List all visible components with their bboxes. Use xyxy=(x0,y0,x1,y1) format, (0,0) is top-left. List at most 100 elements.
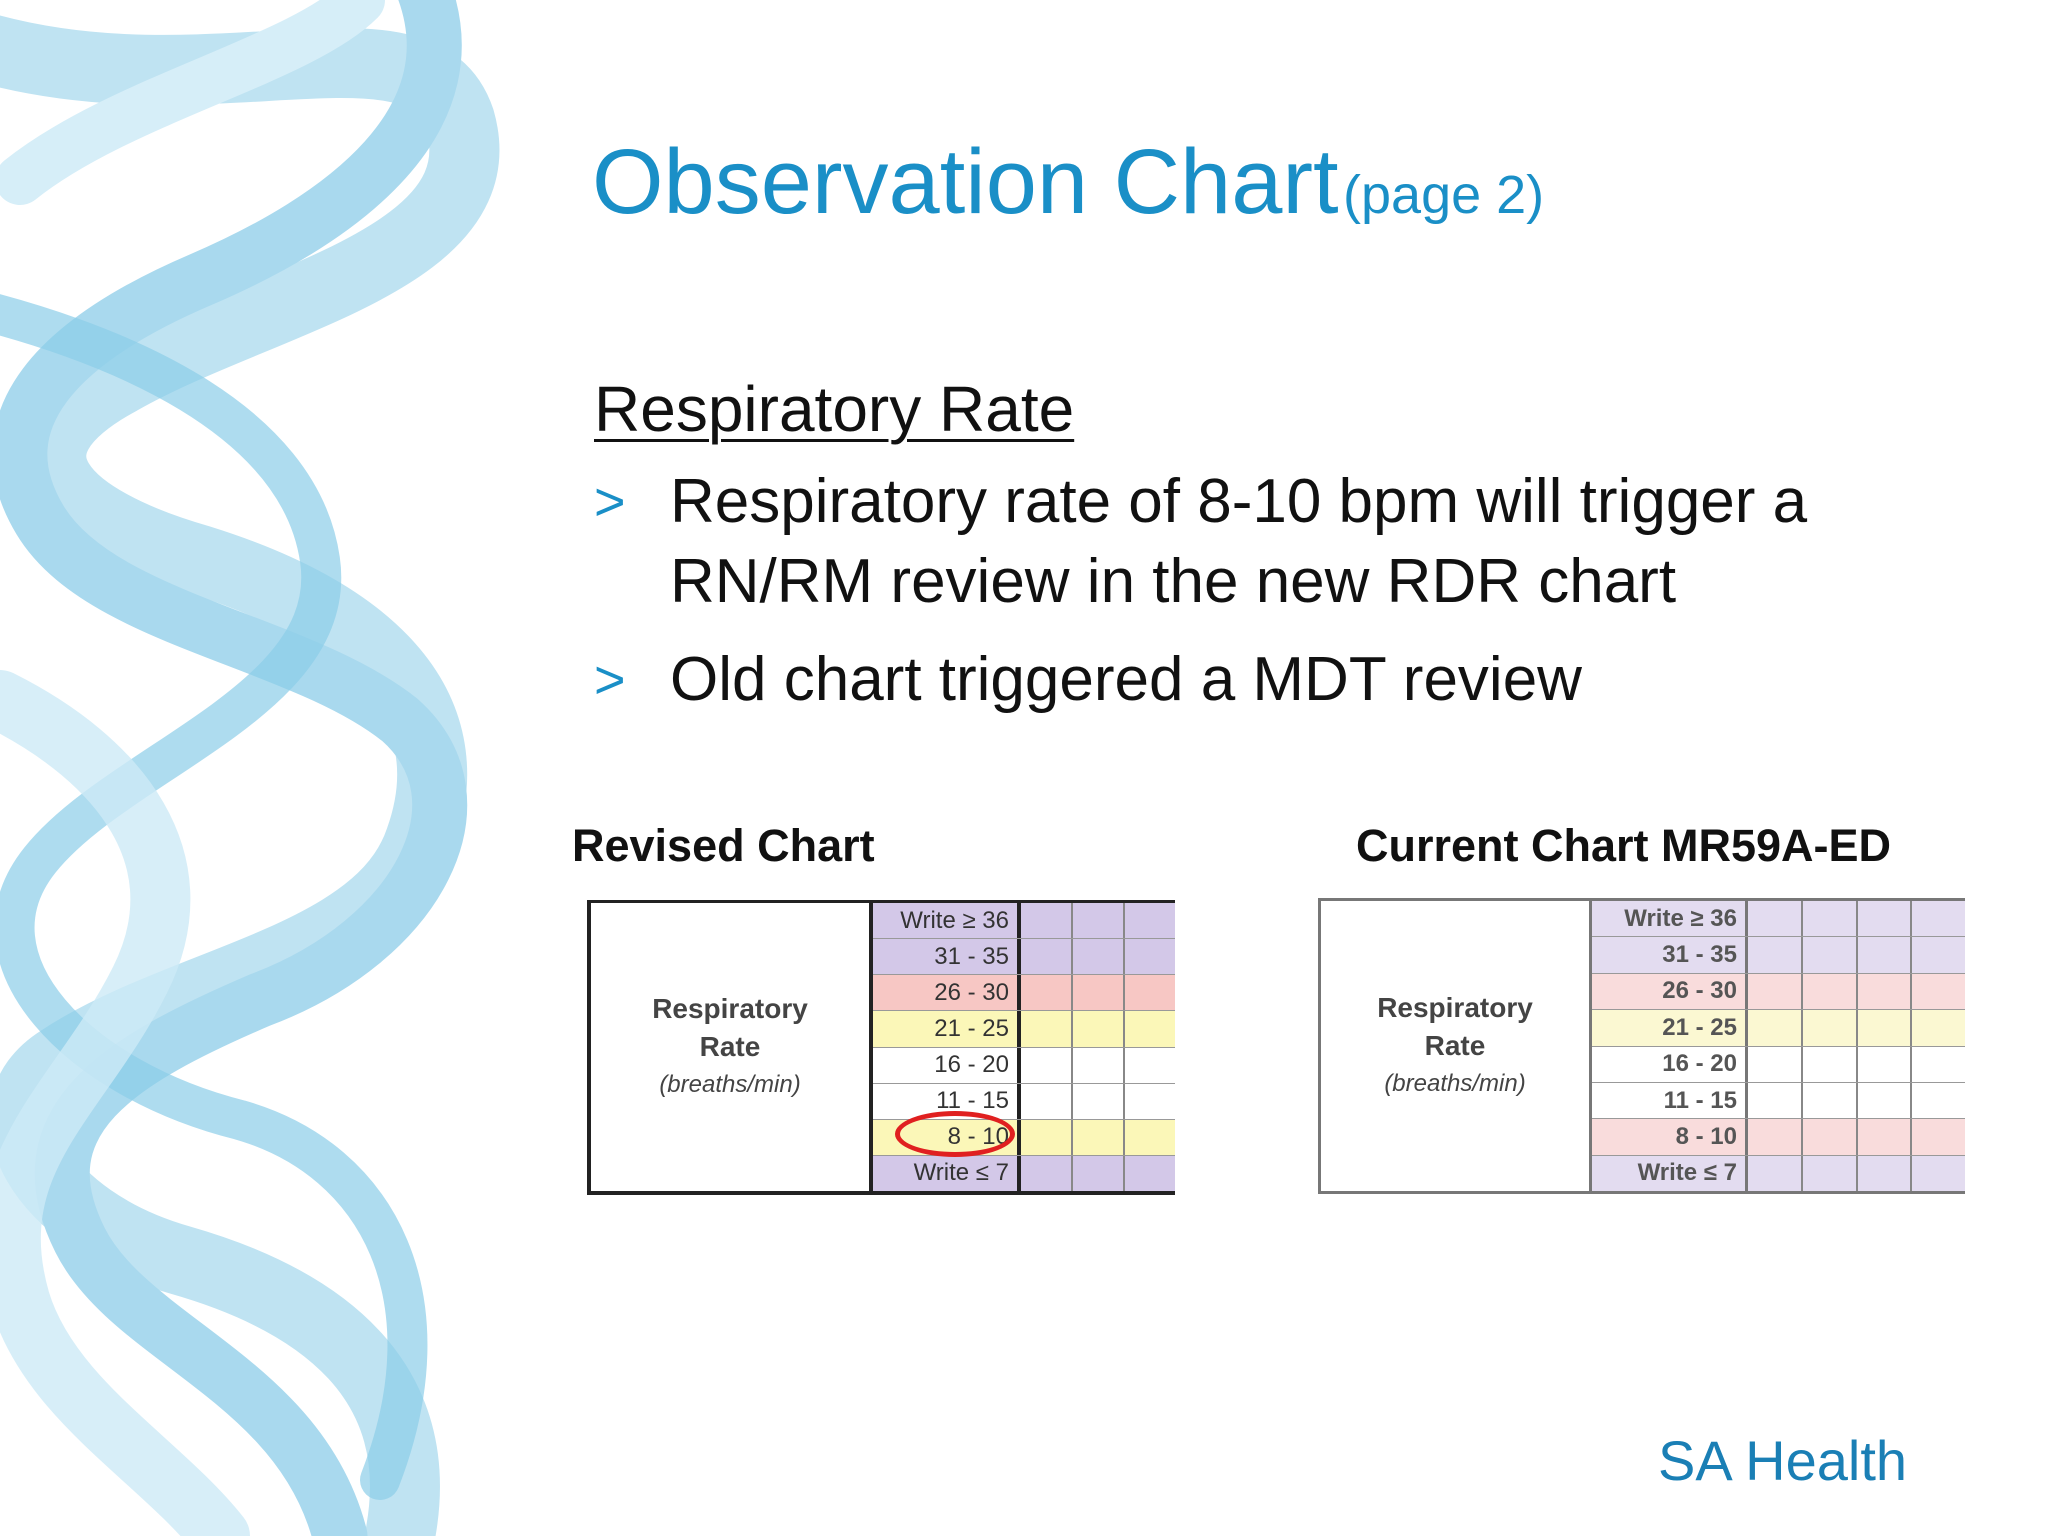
range-row: Write ≥ 36 xyxy=(873,903,1175,940)
observation-cell xyxy=(1912,1047,1965,1082)
sa-health-logo-text: SA Health xyxy=(1658,1429,1908,1492)
observation-cell xyxy=(1021,975,1073,1011)
label-units: (breaths/min) xyxy=(659,1071,801,1098)
observation-cell xyxy=(1858,1155,1913,1191)
revised-chart-caption: Revised Chart xyxy=(572,820,875,871)
section-heading: Respiratory Rate xyxy=(594,373,1075,445)
observation-cell xyxy=(1748,1119,1803,1155)
observation-cell xyxy=(1803,973,1858,1010)
observation-cell xyxy=(1748,937,1803,973)
respiratory-rate-label: Respiratory Rate (breaths/min) xyxy=(591,903,873,1191)
bullet-marker-icon: > xyxy=(594,650,626,710)
range-label: 8 - 10 xyxy=(1592,1119,1748,1155)
observation-cell xyxy=(1748,1046,1803,1082)
range-label: Write ≥ 36 xyxy=(873,903,1021,939)
observation-cell xyxy=(1125,1084,1175,1119)
observation-cell xyxy=(1125,1011,1175,1046)
observation-cell xyxy=(1748,1010,1803,1046)
observation-cell xyxy=(1021,939,1073,975)
range-row: 8 - 10 xyxy=(1592,1119,1965,1156)
observation-cell xyxy=(1125,1048,1175,1083)
observation-cell xyxy=(1912,901,1965,936)
observation-cell xyxy=(1073,1119,1125,1155)
title-main: Observation Chart xyxy=(592,131,1339,233)
observation-cell xyxy=(1912,1083,1965,1118)
range-label: 21 - 25 xyxy=(1592,1010,1748,1046)
highlight-circle xyxy=(895,1111,1015,1157)
observation-cell xyxy=(1073,1011,1125,1047)
range-label: 11 - 15 xyxy=(873,1083,1021,1119)
revised-chart-excerpt: Respiratory Rate (breaths/min) Write ≥ 3… xyxy=(587,900,1175,1195)
slide-title: Observation Chart (page 2) xyxy=(592,136,1544,228)
label-units: (breaths/min) xyxy=(1384,1070,1526,1097)
bullet-marker-icon: > xyxy=(594,472,626,532)
respiratory-rate-label: Respiratory Rate (breaths/min) xyxy=(1321,901,1592,1191)
observation-cell xyxy=(1803,1046,1858,1082)
range-label: Write ≥ 36 xyxy=(1592,901,1748,937)
range-row: Write ≥ 36 xyxy=(1592,901,1965,938)
range-row: 16 - 20 xyxy=(1592,1046,1965,1083)
observation-cell xyxy=(1073,939,1125,975)
observation-cell xyxy=(1021,1047,1073,1083)
bullet-text: Old chart triggered a MDT review xyxy=(670,645,1582,714)
observation-cell xyxy=(1912,974,1965,1009)
observation-cell xyxy=(1748,1155,1803,1191)
observation-cell xyxy=(1125,903,1175,938)
bullet-text: Respiratory rate of 8-10 bpm will trigge… xyxy=(670,467,1808,616)
range-row: 26 - 30 xyxy=(873,975,1175,1012)
observation-cell xyxy=(1858,1046,1913,1082)
current-chart-excerpt: Respiratory Rate (breaths/min) Write ≥ 3… xyxy=(1318,898,1965,1194)
range-label: 16 - 20 xyxy=(873,1047,1021,1083)
range-row: 11 - 15 xyxy=(873,1083,1175,1120)
observation-cell xyxy=(1858,901,1913,937)
observation-cell xyxy=(1073,903,1125,939)
observation-cell xyxy=(1748,901,1803,937)
label-line: Rate xyxy=(699,1031,761,1062)
range-row: 31 - 35 xyxy=(873,939,1175,976)
observation-cell xyxy=(1858,1082,1913,1119)
observation-cell xyxy=(1748,973,1803,1010)
range-label: 26 - 30 xyxy=(1592,973,1748,1010)
bullet-list: > Respiratory rate of 8-10 bpm will trig… xyxy=(594,462,1994,738)
observation-cell xyxy=(1912,1119,1965,1154)
label-line: Respiratory xyxy=(652,993,808,1024)
observation-cell xyxy=(1858,1119,1913,1155)
observation-cell xyxy=(1073,1083,1125,1119)
range-label: Write ≤ 7 xyxy=(873,1155,1021,1191)
observation-cell xyxy=(1912,937,1965,972)
observation-cell xyxy=(1021,1011,1073,1047)
title-suffix: (page 2) xyxy=(1343,165,1545,225)
range-label: 11 - 15 xyxy=(1592,1082,1748,1119)
current-chart-caption: Current Chart MR59A-ED xyxy=(1356,820,1892,871)
observation-cell xyxy=(1803,1155,1858,1191)
observation-cell xyxy=(1021,1083,1073,1119)
range-row: Write ≤ 7 xyxy=(1592,1155,1965,1191)
observation-cell xyxy=(1803,1119,1858,1155)
observation-cell xyxy=(1803,901,1858,937)
observation-cell xyxy=(1021,1119,1073,1155)
observation-cell xyxy=(1803,937,1858,973)
bullet-item: > Respiratory rate of 8-10 bpm will trig… xyxy=(594,462,1994,622)
observation-cell xyxy=(1803,1082,1858,1119)
observation-cell xyxy=(1858,1010,1913,1046)
observation-cell xyxy=(1021,903,1073,939)
range-row: 21 - 25 xyxy=(873,1011,1175,1048)
range-row: 16 - 20 xyxy=(873,1047,1175,1084)
range-rows: Write ≥ 36 31 - 35 26 - 30 21 - 25 16 - 20 11… xyxy=(1592,901,1965,1191)
observation-cell xyxy=(1125,1120,1175,1155)
range-row: 26 - 30 xyxy=(1592,973,1965,1011)
observation-cell xyxy=(1912,1156,1965,1191)
observation-cell xyxy=(1125,1156,1175,1191)
bullet-item: > Old chart triggered a MDT review xyxy=(594,640,1994,720)
observation-cell xyxy=(1073,1155,1125,1191)
observation-cell xyxy=(1803,1010,1858,1046)
observation-cell xyxy=(1073,975,1125,1011)
observation-cell xyxy=(1021,1155,1073,1191)
observation-cell xyxy=(1125,975,1175,1010)
observation-cell xyxy=(1125,939,1175,974)
range-label: 16 - 20 xyxy=(1592,1046,1748,1082)
range-label: 31 - 35 xyxy=(873,939,1021,975)
label-line: Rate xyxy=(1424,1030,1486,1061)
range-label: Write ≤ 7 xyxy=(1592,1155,1748,1191)
